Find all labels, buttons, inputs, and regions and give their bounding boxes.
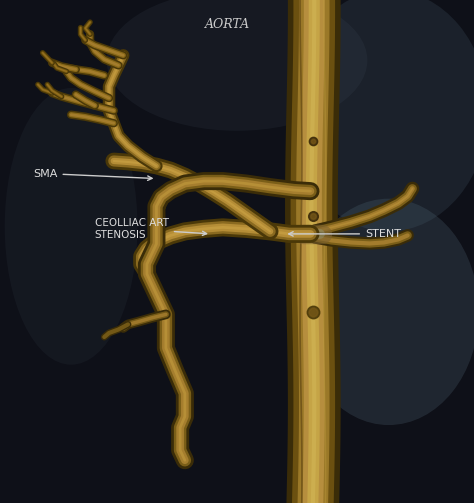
Text: AORTA: AORTA xyxy=(205,18,250,31)
Ellipse shape xyxy=(299,199,474,425)
Text: CEOLLIAC ART
STENOSIS: CEOLLIAC ART STENOSIS xyxy=(95,218,207,239)
Ellipse shape xyxy=(5,88,137,365)
Text: SMA: SMA xyxy=(33,169,152,181)
Ellipse shape xyxy=(289,0,474,231)
Ellipse shape xyxy=(107,0,367,131)
Text: STENT: STENT xyxy=(289,229,401,239)
